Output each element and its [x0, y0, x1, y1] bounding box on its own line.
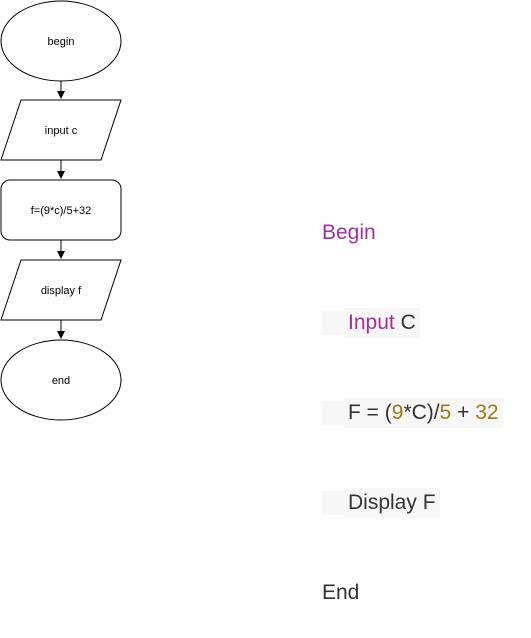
- node-end: end: [0, 339, 122, 421]
- number-5: 5: [439, 401, 452, 424]
- mul-c: *C)/: [403, 401, 440, 424]
- keyword-begin: Begin: [322, 221, 376, 244]
- begin-label: begin: [48, 36, 75, 48]
- begin-ellipse: [0, 0, 122, 82]
- node-process: f=(9*c)/5+32: [0, 179, 122, 241]
- pseudocode-line-input: Input C: [322, 308, 503, 338]
- process-label: f=(9*c)/5+32: [31, 205, 92, 217]
- process-rectangle: [0, 179, 122, 241]
- pseudocode-line-begin: Begin: [322, 218, 503, 248]
- indent-marker: [322, 491, 344, 515]
- pseudocode-line-display: Display F: [322, 488, 503, 518]
- node-input: input c: [0, 99, 122, 161]
- pseudocode-line-assign: F = (9*C)/5 + 32: [322, 398, 503, 428]
- assign-lhs: F = (: [348, 401, 392, 424]
- indent-marker: [322, 311, 344, 335]
- pseudocode-line-end: End: [322, 578, 503, 608]
- end-label: end: [52, 375, 70, 387]
- assign-statement: F = (9*C)/5 + 32: [344, 398, 503, 428]
- input-variable: C: [400, 311, 416, 334]
- output-label: display f: [41, 285, 82, 297]
- pseudocode-block: Begin Input C F = (9*C)/5 + 32 Display F…: [322, 158, 503, 638]
- input-statement: Input C: [344, 308, 420, 338]
- node-begin: begin: [0, 0, 122, 82]
- output-parallelogram: [0, 259, 122, 321]
- number-9: 9: [391, 401, 404, 424]
- plus-operator: +: [451, 401, 476, 424]
- keyword-end: End: [322, 581, 360, 604]
- number-32: 32: [475, 401, 499, 424]
- indent-marker: [322, 401, 344, 425]
- input-parallelogram: [0, 99, 122, 161]
- node-output: display f: [0, 259, 122, 321]
- display-statement: Display F: [344, 488, 440, 518]
- end-ellipse: [0, 339, 122, 421]
- input-label: input c: [45, 125, 78, 137]
- keyword-input: Input: [348, 311, 395, 334]
- flowchart: begin input c f=(9*c)/5+32 display f end: [0, 0, 122, 421]
